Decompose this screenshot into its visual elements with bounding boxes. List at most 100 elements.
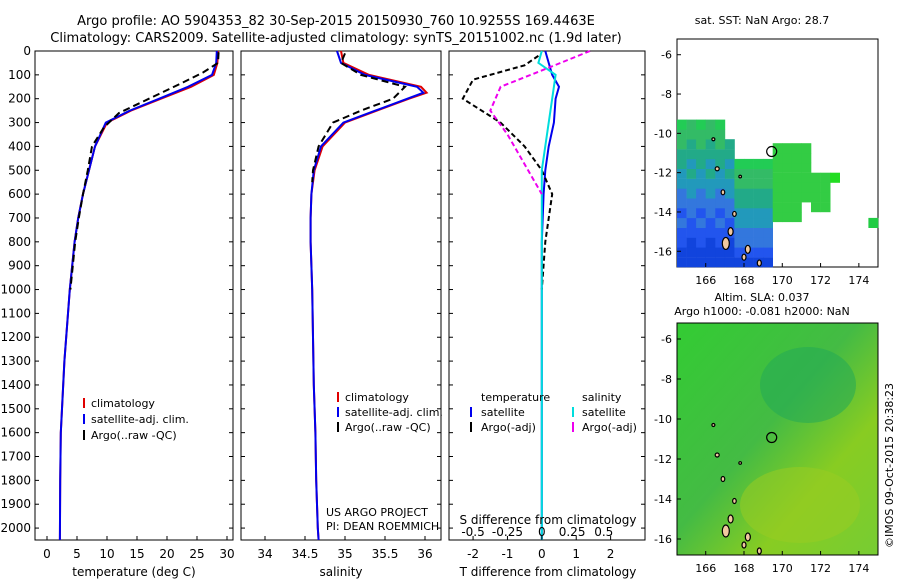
- x-tick-label: 174: [848, 274, 869, 287]
- y-tick-label: -10: [654, 413, 672, 426]
- sst-cell: [705, 257, 716, 268]
- sst-cell: [677, 139, 687, 150]
- difference-legend: temperature satellite Argo(-adj) salinit…: [470, 391, 637, 434]
- project-line-2: PI: DEAN ROEMMICH: [326, 520, 439, 533]
- sst-cell: [686, 208, 697, 219]
- sst-map-panel: sat. SST: NaN Argo: 28.7 166 168 170 172 174…: [654, 14, 879, 287]
- sst-cell: [734, 168, 745, 179]
- salinity-xlabel: salinity: [319, 565, 362, 579]
- sst-cell: [782, 153, 793, 164]
- sst-cell: [791, 182, 802, 193]
- x-tick-label: 2: [607, 547, 615, 561]
- y-tick-label: 1200: [0, 330, 31, 344]
- y-tick-label: 400: [8, 139, 31, 153]
- sst-cell: [820, 172, 831, 183]
- credit-label: ©IMOS 09-Oct-2015 20:38:23: [883, 383, 896, 548]
- sst-cell: [705, 129, 716, 140]
- sst-cell: [801, 143, 812, 154]
- y-tick-label: 1500: [0, 402, 31, 416]
- difference-legend-salinity: salinity: [582, 391, 622, 404]
- sst-cell: [715, 227, 726, 238]
- x-tick-label: -2: [467, 547, 479, 561]
- sst-cell: [753, 237, 764, 248]
- island-shape: [721, 236, 730, 251]
- sst-cell: [801, 162, 812, 173]
- sst-cell: [782, 182, 793, 193]
- sst-cell: [696, 129, 706, 140]
- sst-cell: [715, 149, 726, 160]
- sst-cell: [677, 227, 687, 238]
- sst-cell: [744, 158, 754, 169]
- y-tick-label: 700: [8, 211, 31, 225]
- sst-cell: [724, 178, 735, 189]
- sst-cell: [705, 168, 716, 179]
- sst-cell: [734, 257, 745, 268]
- island-shape: [732, 210, 737, 218]
- sst-cell: [686, 178, 697, 189]
- sst-cell: [705, 188, 716, 199]
- sst-cell: [705, 158, 716, 169]
- island-shape: [732, 497, 737, 505]
- sst-cell: [715, 188, 726, 199]
- sst-cell: [705, 198, 716, 209]
- sst-cell: [686, 227, 697, 238]
- island-shape: [721, 524, 730, 538]
- y-tick-label: 500: [8, 163, 31, 177]
- sst-cell: [744, 198, 754, 209]
- series-line: [311, 53, 407, 183]
- sst-cell: [753, 247, 764, 258]
- sst-cell: [811, 172, 821, 183]
- x-tick-label: 36: [417, 547, 432, 561]
- sst-cell: [705, 149, 716, 160]
- sst-cell: [696, 247, 706, 258]
- sst-cell: [696, 139, 706, 150]
- sst-cell: [772, 212, 783, 223]
- sst-cell: [677, 217, 687, 228]
- y-tick-label: 900: [8, 259, 31, 273]
- sst-cell: [753, 208, 764, 219]
- island-shape: [744, 532, 751, 542]
- sst-cell: [734, 227, 745, 238]
- s-tick-label: 0: [538, 525, 546, 539]
- y-tick-label: 1700: [0, 450, 31, 464]
- sst-cell: [744, 208, 754, 219]
- island-shape: [756, 259, 762, 267]
- x-tick-label: 25: [189, 547, 204, 561]
- x-tick-label: 168: [734, 274, 755, 287]
- sla-map-title: Altim. SLA: 0.037: [714, 291, 809, 304]
- y-tick-label: 300: [8, 116, 31, 130]
- sst-cell: [715, 208, 726, 219]
- y-tick-label: -14: [654, 206, 672, 219]
- sst-cell: [696, 168, 706, 179]
- sst-cell: [734, 237, 745, 248]
- difference-xlabel-top: S difference from climatology: [460, 513, 637, 527]
- sst-cell: [686, 119, 697, 130]
- sst-cell: [677, 257, 687, 268]
- x-tick-label: 0: [43, 547, 51, 561]
- sst-cell: [791, 162, 802, 173]
- difference-axes: [448, 50, 646, 541]
- sst-cell: [791, 212, 802, 223]
- sst-cell: [782, 192, 793, 203]
- sst-cell: [734, 188, 745, 199]
- y-tick-label: -8: [661, 373, 672, 386]
- sst-cell: [753, 168, 764, 179]
- sst-cell: [791, 143, 802, 154]
- difference-legend-t-argo: Argo(-adj): [481, 421, 536, 434]
- sst-cell: [696, 119, 706, 130]
- sst-cell: [744, 257, 754, 268]
- island-shape: [741, 541, 747, 549]
- sst-cell: [753, 178, 764, 189]
- sla-map-high-region: [740, 467, 860, 543]
- sst-cell: [772, 172, 783, 183]
- sst-cell: [715, 129, 726, 140]
- island-shape: [727, 514, 734, 524]
- x-tick-label: 35.5: [372, 547, 399, 561]
- sst-cell: [677, 119, 687, 130]
- y-tick-label: -12: [654, 167, 672, 180]
- island-shape: [738, 174, 743, 179]
- sst-cell: [696, 257, 706, 268]
- sst-cell: [801, 182, 812, 193]
- sst-cell: [696, 227, 706, 238]
- argo-location-marker: [766, 145, 778, 158]
